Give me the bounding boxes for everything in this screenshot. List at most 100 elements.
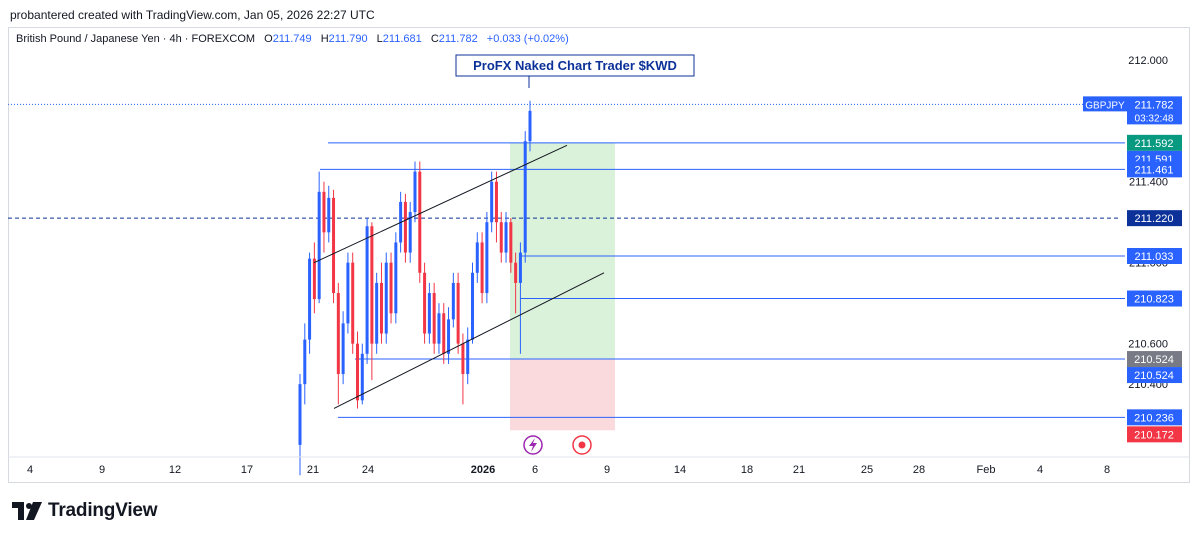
annotation-text: ProFX Naked Chart Trader $KWD <box>473 58 677 73</box>
candle-body <box>356 343 359 401</box>
candle-body <box>308 258 312 340</box>
tradingview-brand: TradingView <box>12 500 158 522</box>
target-icon <box>572 435 592 455</box>
candle-body <box>490 181 494 223</box>
candle-body <box>394 242 398 314</box>
candle-body <box>346 262 350 324</box>
symbol-legend: British Pound / Japanese Yen · 4h · FORE… <box>16 33 569 45</box>
price-level-badge-bg <box>1127 290 1182 307</box>
candle-body <box>317 191 321 300</box>
price-level-badge: 210.236 <box>1134 412 1174 424</box>
candle-body <box>384 262 388 334</box>
price-level-badge-bg <box>1127 134 1182 151</box>
candle-body <box>456 282 460 344</box>
price-level-badge: 210.524 <box>1134 370 1174 382</box>
x-axis-tick-label: 2026 <box>471 464 495 476</box>
open-value: 211.749 <box>272 33 312 45</box>
candle-body <box>447 319 451 354</box>
candle-body <box>485 222 489 294</box>
price-level-badge: 210.172 <box>1134 429 1174 441</box>
candle-body <box>427 293 431 334</box>
low-value: 211.681 <box>382 33 422 45</box>
candle-body <box>365 226 369 354</box>
x-axis-tick-label: 21 <box>793 464 805 476</box>
candle-body <box>518 252 522 283</box>
tradingview-logo-icon <box>12 502 42 520</box>
change-value: +0.033 (+0.02%) <box>486 33 569 45</box>
x-axis-tick-label: Feb <box>977 464 996 476</box>
candle-body <box>312 258 316 300</box>
price-level-badge-bg <box>1127 161 1182 178</box>
x-axis-tick-label: 6 <box>532 464 538 476</box>
candle-body <box>480 242 484 294</box>
current-price-badge: 211.782 <box>1135 99 1174 111</box>
candle-body <box>528 110 532 142</box>
candle-body <box>298 384 302 445</box>
chart-frame[interactable] <box>8 27 1190 483</box>
candle-body <box>437 313 441 344</box>
lightning-icon-bolt <box>529 438 537 452</box>
x-axis-tick-label: 24 <box>362 464 374 476</box>
candle-body <box>494 181 498 223</box>
price-level-badge-bg <box>1127 367 1182 384</box>
y-axis-tick-label: 212.000 <box>1128 55 1168 67</box>
target-icon-dot <box>578 441 586 449</box>
candle-body <box>303 339 307 385</box>
high-label: H <box>320 33 329 45</box>
channel-lower-line <box>333 272 605 409</box>
candle-body <box>336 293 340 375</box>
candle-body <box>327 197 331 233</box>
symbol-tag: GBPJPY <box>1085 100 1125 111</box>
candle-body <box>341 323 345 375</box>
x-axis-tick-label: 4 <box>27 464 33 476</box>
x-axis-tick-label: 25 <box>861 464 873 476</box>
dashed-level-badge: 211.220 <box>1135 213 1174 225</box>
candle-countdown: 03:32:48 <box>1135 113 1174 124</box>
price-level-badge: 211.592 <box>1135 138 1174 150</box>
price-level-badge-bg <box>1127 426 1182 443</box>
annotation-box <box>455 54 695 77</box>
x-axis-tick-label: 9 <box>604 464 610 476</box>
high-value: 211.790 <box>328 33 368 45</box>
price-level-badge: 211.033 <box>1135 251 1174 263</box>
candle-body <box>451 282 455 320</box>
candle-body <box>499 222 503 253</box>
candle-body <box>475 242 479 273</box>
candle-body <box>389 262 393 314</box>
current-price-badge-bg <box>1127 96 1182 125</box>
candle-body <box>466 339 470 375</box>
candle-body <box>370 226 374 344</box>
candle-body <box>523 141 527 253</box>
candle-body <box>509 222 513 263</box>
x-axis-tick-label: 18 <box>741 464 753 476</box>
channel-upper-line <box>313 144 568 264</box>
loss-zone <box>510 359 615 431</box>
candle-body <box>461 343 465 375</box>
candle-body <box>471 272 474 340</box>
candle-body <box>418 171 422 273</box>
candle-body <box>379 282 383 334</box>
candle-body <box>432 293 436 344</box>
x-axis-tick-label: 12 <box>169 464 181 476</box>
annotation-callout: ProFX Naked Chart Trader $KWD <box>455 54 695 88</box>
brand-name: TradingView <box>48 500 158 521</box>
x-axis-tick-label: 17 <box>241 464 253 476</box>
watermark-credit: probantered created with TradingView.com… <box>10 8 375 22</box>
x-axis-tick-label: 8 <box>1104 464 1110 476</box>
candle-body <box>375 282 379 344</box>
candle-body <box>403 201 407 253</box>
candle-body <box>360 353 364 401</box>
x-axis-tick-label: 9 <box>99 464 105 476</box>
price-level-badge-bg <box>1127 409 1182 426</box>
x-axis-tick-label: 21 <box>307 464 319 476</box>
candle-body <box>423 272 427 334</box>
candle-body <box>504 222 508 253</box>
open-label: O <box>264 33 273 45</box>
low-label: L <box>376 33 383 45</box>
price-level-badge: 210.823 <box>1134 294 1174 306</box>
x-axis-tick-label: 4 <box>1037 464 1043 476</box>
lightning-icon <box>523 435 543 455</box>
profit-zone <box>510 142 615 360</box>
y-axis-tick-label: 210.600 <box>1128 339 1168 351</box>
